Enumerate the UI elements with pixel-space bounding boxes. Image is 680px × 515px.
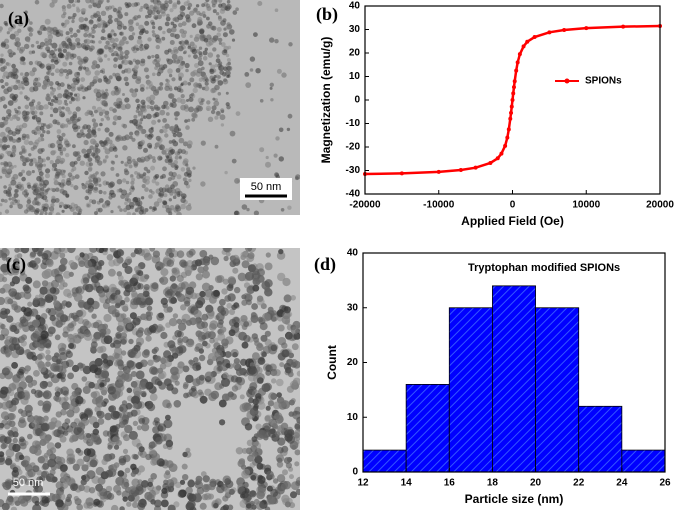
y-axis-title: Magnetization (emu/g) [319,37,333,164]
y-tick-label: 40 [349,1,361,12]
bar [492,285,536,473]
x-tick-label: 20000 [646,200,674,211]
data-point [506,127,511,132]
legend-label: SPIONs [585,76,622,87]
bar [362,449,407,473]
bar [578,405,623,473]
y-tick-label: 0 [354,95,360,106]
legend-marker [564,78,570,84]
panel-label: (d) [314,254,336,275]
x-tick-label: 18 [487,478,499,489]
x-tick-label: 24 [616,478,628,489]
data-point [562,27,567,32]
x-tick-label: -20000 [349,200,381,211]
y-tick-label: -30 [346,165,361,176]
data-point [508,116,513,121]
data-point [511,91,516,96]
x-tick-label: 26 [659,478,671,489]
data-point [488,160,493,165]
y-tick-label: 30 [349,24,361,35]
tem-image [0,248,300,510]
y-tick-label: -20 [346,142,361,153]
data-point [499,151,504,156]
scale-bar: 50 nm [240,178,292,200]
panel-label: (a) [8,8,29,29]
data-point [505,135,510,140]
tem-image [0,0,300,215]
data-point [458,168,463,173]
annotation: Tryptophan modified SPIONs [468,262,620,274]
data-point [510,98,515,102]
x-tick-label: 0 [510,200,516,211]
scale-bar-label: 50 nm [251,181,282,193]
scale-bar: 50 nm [8,477,50,496]
y-tick-label: 10 [349,71,361,82]
y-tick-label: 30 [347,302,359,313]
data-point [515,60,520,65]
y-tick-label: 0 [352,467,358,478]
x-tick-label: 20 [530,478,542,489]
scale-bar-label: 50 nm [13,477,44,489]
data-point [399,171,404,176]
x-tick-label: 14 [401,478,413,489]
x-tick-label: -10000 [423,200,455,211]
data-point [584,26,589,31]
y-tick-label: 20 [347,357,359,368]
data-point [525,39,530,44]
y-tick-label: -40 [346,189,361,200]
data-point [509,110,514,115]
panel-label: (c) [6,254,26,275]
data-point [436,169,441,174]
panel-label: (b) [316,4,338,25]
y-tick-label: 10 [347,412,359,423]
bar [535,307,580,473]
data-point [514,68,519,73]
x-tick-label: 12 [357,478,369,489]
y-tick-label: 40 [347,248,359,259]
bar [621,449,666,473]
bar [405,383,450,473]
data-point [473,165,478,170]
y-axis-title: Count [325,345,339,380]
data-point [521,44,526,49]
bar [448,307,493,473]
x-axis-title: Applied Field (Oe) [461,214,564,228]
data-point [511,85,516,90]
data-point [509,104,514,109]
data-point [503,143,508,148]
data-point [512,79,517,84]
data-point [495,156,500,161]
x-axis-title: Particle size (nm) [465,492,564,506]
data-point [532,35,537,40]
x-tick-label: 16 [444,478,456,489]
data-point [621,24,626,29]
data-point [517,52,522,57]
x-tick-label: 10000 [572,200,600,211]
y-tick-label: -10 [346,118,361,129]
y-tick-label: 20 [349,48,361,59]
x-tick-label: 22 [573,478,585,489]
data-point [547,30,552,35]
